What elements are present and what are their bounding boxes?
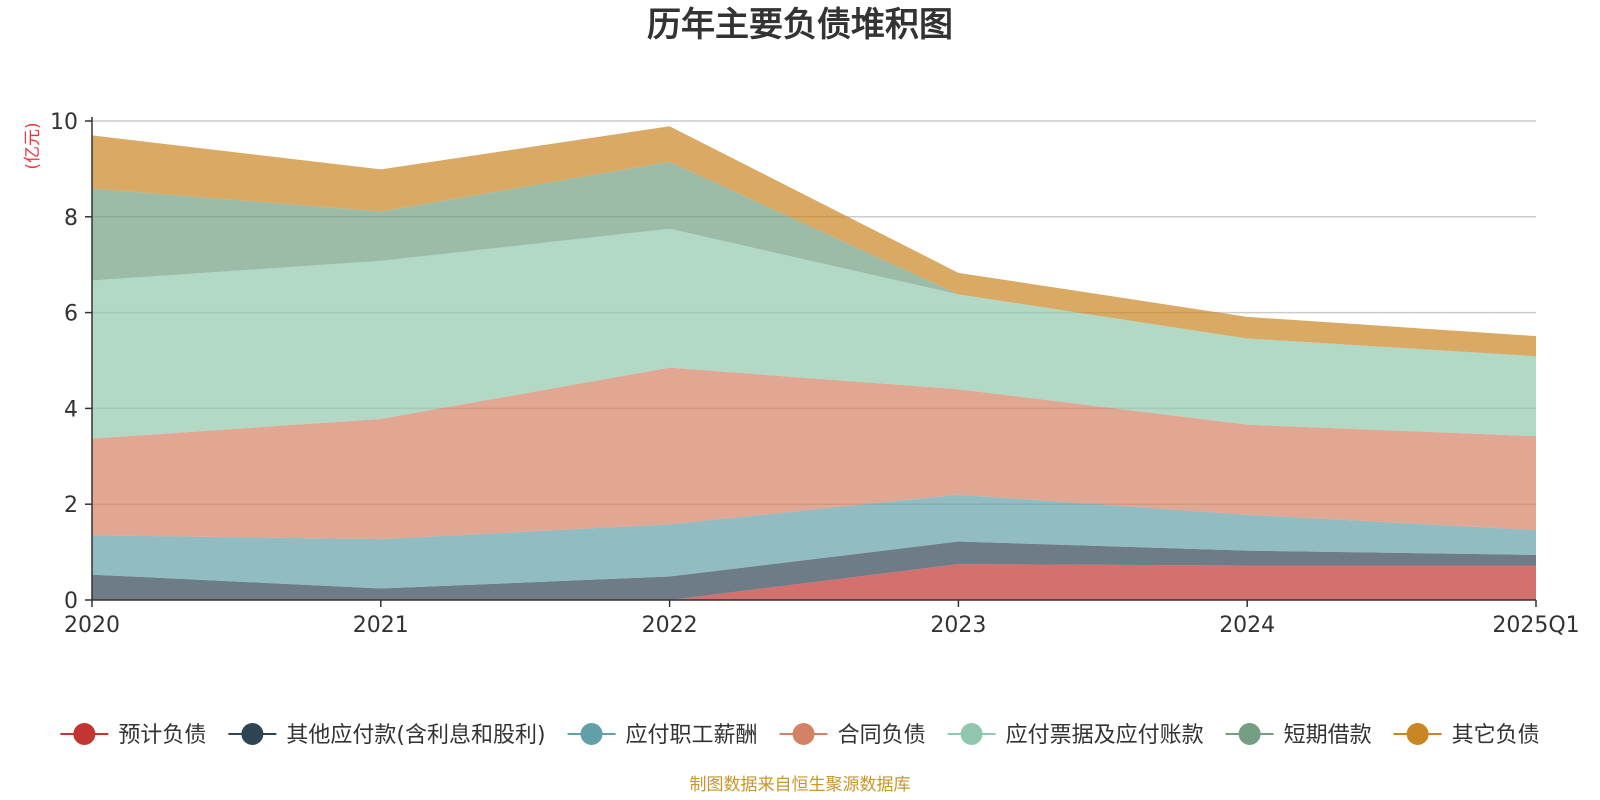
area-series-6[interactable] [92,126,1536,357]
axes: 0 2 4 6 8 10 2020 2021 2022 2023 2024 2025Q1 [50,110,1580,638]
x-tick-label: 2023 [930,613,986,638]
x-tick-label: 2020 [64,613,120,638]
y-tick-label: 6 [64,302,78,327]
legend-item-3[interactable]: 合同负债 [779,723,926,748]
y-tick-label: 10 [50,110,78,135]
y-tick-label: 0 [64,589,78,614]
area-series-1[interactable] [92,541,1536,600]
legend-label: 应付职工薪酬 [626,723,758,748]
legend-item-5[interactable]: 短期借款 [1225,723,1372,748]
legend-label: 预计负债 [118,723,206,748]
legend-marker-icon [1238,723,1261,745]
area-series-2[interactable] [92,494,1536,589]
x-tick-label: 2022 [642,613,698,638]
y-tick-label: 8 [64,206,78,231]
area-series-0[interactable] [92,564,1536,600]
legend-item-0[interactable]: 预计负债 [60,723,206,748]
legend-marker-icon [241,723,264,745]
area-series-3[interactable] [92,367,1536,540]
legend-label: 应付票据及应付账款 [1006,723,1204,748]
area-series-4[interactable] [92,228,1536,439]
legend-label: 其它负债 [1452,723,1540,748]
legend-item-6[interactable]: 其它负债 [1393,723,1540,748]
y-tick-label: 2 [64,493,78,518]
y-axis-unit: (亿元) [23,122,43,169]
legend-marker-icon [580,723,603,745]
x-tick-label: 2025Q1 [1492,613,1579,638]
x-tick-label: 2021 [353,613,409,638]
legend-marker-icon [1406,723,1429,745]
legend: 预计负债 其他应付款(含利息和股利) 应付职工薪酬 合同负债 应付票据及应付账款 短期借款… [60,723,1540,748]
legend-item-1[interactable]: 其他应付款(含利息和股利) [228,723,546,748]
legend-label: 短期借款 [1284,723,1372,748]
area-series-5[interactable] [92,161,1536,357]
legend-item-2[interactable]: 应付职工薪酬 [567,723,758,748]
legend-marker-icon [73,723,96,745]
x-tick-label: 2024 [1219,613,1275,638]
chart-title: 历年主要负债堆积图 [647,5,953,45]
legend-marker-icon [960,723,983,745]
legend-marker-icon [792,723,815,745]
legend-label: 合同负债 [838,723,926,748]
legend-item-4[interactable]: 应付票据及应付账款 [947,723,1204,748]
y-tick-label: 4 [64,397,78,422]
legend-label: 其他应付款(含利息和股利) [286,723,545,748]
area-series [92,126,1536,600]
source-note: 制图数据来自恒生聚源数据库 [690,775,911,795]
